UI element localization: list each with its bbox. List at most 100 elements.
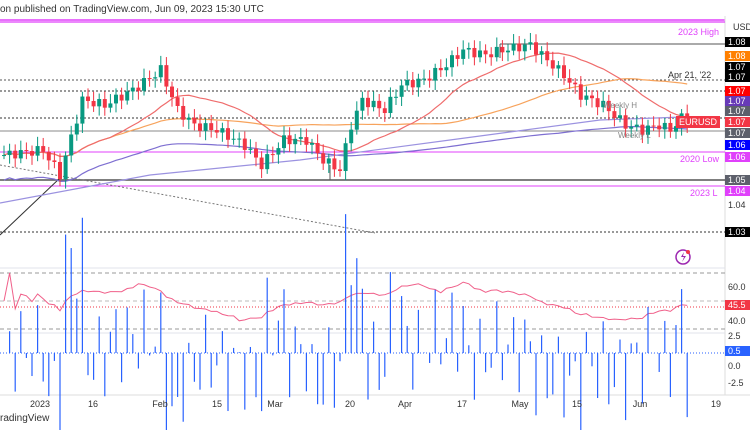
candle-body bbox=[567, 78, 572, 83]
candle-body bbox=[298, 137, 303, 139]
candle-body bbox=[265, 154, 270, 170]
candle-body bbox=[427, 78, 432, 81]
candle-body bbox=[662, 122, 667, 130]
x-tick-label: 15 bbox=[211, 399, 223, 409]
rsi-tick: 60.0 bbox=[728, 282, 746, 292]
candle-body bbox=[158, 65, 163, 78]
candle-body bbox=[63, 155, 68, 180]
candle-body bbox=[52, 160, 57, 162]
annotation-weekly-high: Weekly H bbox=[603, 101, 638, 110]
price-axis-label: 1.05 bbox=[725, 175, 750, 185]
candle-body bbox=[282, 135, 286, 149]
notification-dot bbox=[686, 250, 690, 254]
price-axis-label: 1.08 bbox=[725, 37, 750, 47]
candle-body bbox=[377, 100, 382, 109]
candle-body bbox=[478, 50, 482, 58]
candle-body bbox=[612, 111, 617, 118]
candle-body bbox=[382, 108, 387, 114]
annotation-weekly-low: Weekly L bbox=[618, 131, 651, 140]
candle-body bbox=[69, 134, 74, 156]
x-tick-label: Apr bbox=[397, 399, 413, 409]
macd-tick: 0.0 bbox=[728, 361, 741, 371]
candle-body bbox=[623, 115, 628, 129]
x-tick-label: Feb bbox=[152, 399, 168, 409]
candle-body bbox=[629, 126, 634, 129]
trendline bbox=[0, 164, 376, 234]
candle-body bbox=[578, 84, 583, 100]
price-axis-label: 1.07 bbox=[725, 72, 750, 82]
candle-body bbox=[237, 138, 242, 140]
candle-body bbox=[534, 42, 538, 55]
annotation-2020-low: 2020 Low bbox=[680, 154, 720, 164]
candle-body bbox=[455, 55, 460, 59]
macd-tick: -2.5 bbox=[728, 378, 744, 388]
candle-body bbox=[270, 154, 275, 156]
price-axis-label: 1.07 bbox=[725, 86, 750, 96]
candle-body bbox=[214, 130, 219, 133]
candle-body bbox=[506, 50, 510, 53]
price-axis-label: 1.06 bbox=[725, 152, 750, 162]
candle-body bbox=[108, 103, 113, 108]
candle-body bbox=[444, 67, 449, 71]
annotation-2023-high: 2023 High bbox=[678, 27, 720, 37]
candle-body bbox=[46, 151, 51, 161]
publish-header: on published on TradingView.com, Jun 09,… bbox=[0, 4, 264, 15]
annotation-2023-low: 2023 L bbox=[690, 188, 718, 198]
candle-body bbox=[545, 51, 550, 61]
tradingview-footer: radingView bbox=[0, 413, 50, 424]
candle-body bbox=[209, 123, 214, 131]
candle-body bbox=[494, 46, 499, 58]
candle-body bbox=[410, 80, 415, 88]
candle-body bbox=[226, 128, 230, 140]
candle-body bbox=[220, 128, 225, 133]
candle-body bbox=[130, 87, 135, 92]
candle-body bbox=[371, 100, 376, 108]
candle-body bbox=[450, 55, 454, 68]
candle-body bbox=[343, 143, 348, 172]
candle-body bbox=[254, 148, 258, 158]
candle-body bbox=[147, 78, 152, 80]
candle-body bbox=[248, 148, 253, 150]
candle-body bbox=[321, 153, 326, 164]
candle-body bbox=[332, 158, 337, 170]
annotation-apr21: Apr 21, '22 bbox=[668, 70, 712, 80]
rsi-tick: 40.0 bbox=[728, 316, 746, 326]
candle-body bbox=[80, 96, 85, 124]
rsi-current: 45.5 bbox=[725, 300, 750, 310]
x-tick-label: 16 bbox=[87, 399, 99, 409]
price-axis-label: 1.06 bbox=[725, 140, 750, 150]
candle-body bbox=[394, 96, 398, 98]
candle-body bbox=[86, 96, 90, 101]
candle-body bbox=[102, 99, 107, 108]
candle-body bbox=[13, 150, 18, 159]
candle-body bbox=[388, 96, 393, 114]
candle-body bbox=[2, 155, 6, 157]
price-axis-label: 1.04 bbox=[725, 186, 750, 196]
candle-body bbox=[276, 148, 281, 155]
candle-body bbox=[35, 146, 40, 156]
candle-body bbox=[24, 150, 29, 152]
candle-body bbox=[500, 46, 505, 53]
candle-body bbox=[416, 78, 421, 88]
candle-body bbox=[640, 124, 645, 135]
x-tick-label: 15 bbox=[571, 399, 583, 409]
candle-body bbox=[657, 125, 662, 130]
candle-body bbox=[399, 85, 404, 97]
candle-body bbox=[326, 158, 331, 164]
candle-body bbox=[91, 100, 96, 107]
candle-body bbox=[584, 95, 589, 100]
price-axis-label: 1.07 bbox=[725, 128, 750, 138]
x-tick-label: 2023 bbox=[29, 399, 51, 409]
price-axis-label: 1.08 bbox=[725, 51, 750, 61]
candle-body bbox=[601, 100, 606, 108]
candle-body bbox=[646, 125, 650, 135]
candle-body bbox=[97, 99, 102, 107]
candle-body bbox=[634, 124, 639, 127]
x-tick-label: May bbox=[511, 399, 529, 409]
candle-body bbox=[595, 98, 600, 108]
candle-body bbox=[186, 117, 191, 120]
candle-body bbox=[259, 157, 264, 170]
candle-body bbox=[618, 115, 622, 118]
candle-body bbox=[438, 67, 443, 71]
